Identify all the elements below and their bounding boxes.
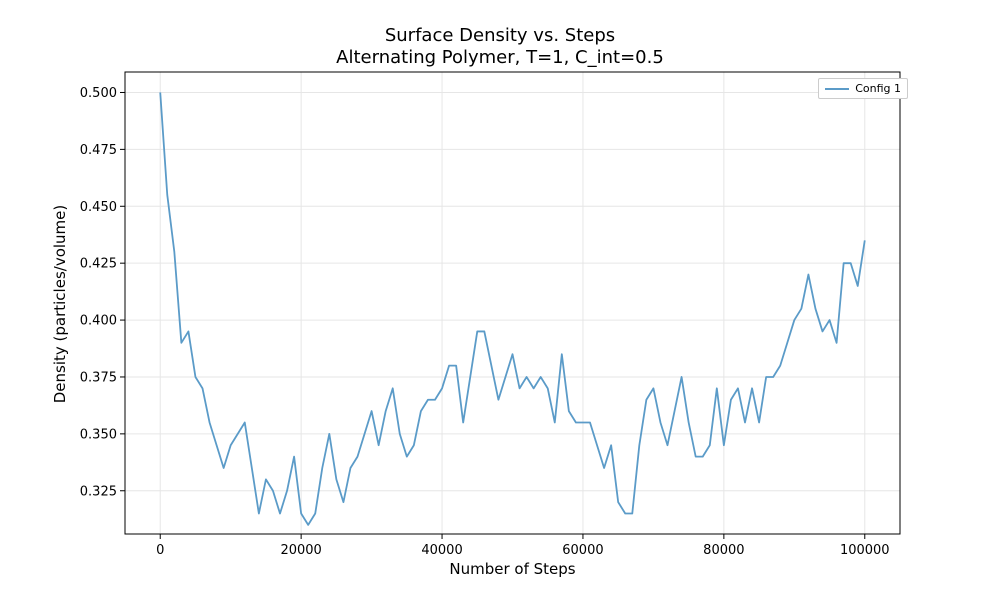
- chart-title: Surface Density vs. Steps: [384, 25, 616, 46]
- x-tick-label: 40000: [421, 543, 462, 558]
- y-tick-label: 0.325: [80, 484, 117, 499]
- y-tick-label: 0.450: [80, 200, 117, 215]
- x-tick-label: 60000: [562, 543, 603, 558]
- axis-ticks: 0 20000 40000 60000 80000 100000 0.325 0.350 0.3…: [80, 86, 890, 558]
- legend: Config 1: [818, 78, 908, 99]
- y-tick-label: 0.400: [80, 314, 117, 329]
- y-tick-label: 0.475: [80, 143, 117, 158]
- x-tick-label: 100000: [840, 543, 890, 558]
- y-tick-label: 0.350: [80, 427, 117, 442]
- x-tick-label: 20000: [280, 543, 321, 558]
- series-layer: [159, 92, 866, 526]
- x-axis-label: Number of Steps: [449, 560, 576, 578]
- y-tick-label: 0.425: [80, 257, 117, 272]
- y-tick-label: 0.375: [80, 370, 117, 385]
- series-line: [159, 92, 866, 526]
- y-axis-label: Density (particles/volume): [51, 204, 69, 404]
- y-tick-label: 0.500: [80, 86, 117, 101]
- grid: [125, 72, 900, 534]
- plot-frame: [124, 71, 901, 535]
- legend-label: Config 1: [855, 82, 901, 95]
- x-tick-label: 0: [156, 543, 164, 558]
- legend-swatch: [825, 87, 850, 90]
- chart-subtitle: Alternating Polymer, T=1, C_int=0.5: [336, 47, 664, 68]
- x-tick-label: 80000: [703, 543, 744, 558]
